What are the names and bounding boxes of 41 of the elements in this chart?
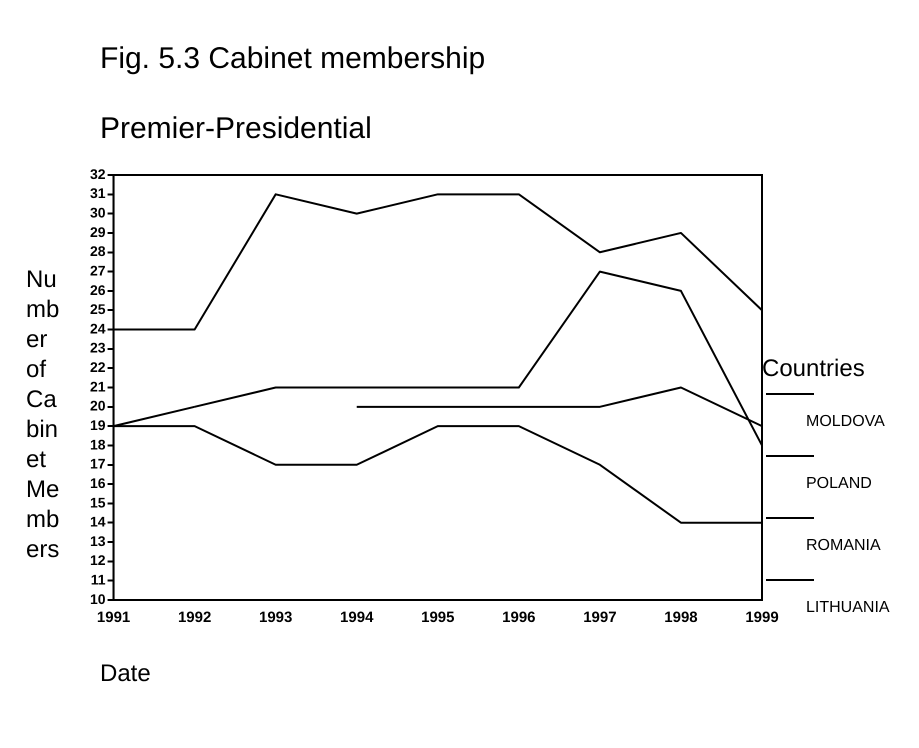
y-tick-label: 24 (90, 320, 106, 336)
y-tick-label: 18 (90, 436, 106, 452)
legend-label: LITHUANIA (806, 599, 890, 617)
y-tick-label: 11 (90, 572, 106, 588)
x-tick-label: 1991 (96, 609, 130, 626)
y-tick-label: 19 (90, 416, 106, 433)
legend-label: ROMANIA (806, 537, 881, 555)
x-tick-label: 1996 (502, 609, 536, 626)
y-tick-label: 26 (90, 282, 106, 298)
legend-label: MOLDOVA (806, 413, 885, 431)
y-tick-label: 25 (90, 301, 106, 318)
y-tick-label: 10 (90, 590, 106, 607)
y-tick-label: 30 (90, 204, 106, 220)
y-tick-label: 20 (90, 398, 106, 414)
x-tick-label: 1992 (178, 609, 212, 626)
y-tick-label: 22 (90, 359, 106, 376)
x-tick-label: 1994 (340, 609, 374, 626)
x-tick-label: 1998 (664, 609, 698, 626)
legend-label: POLAND (806, 475, 872, 493)
y-tick-label: 29 (90, 224, 106, 240)
x-tick-label: 1995 (421, 609, 454, 626)
y-tick-label: 28 (90, 243, 106, 260)
x-axis-title: Date (100, 660, 151, 688)
chart-title: Fig. 5.3 Cabinet membership (100, 42, 486, 76)
legend-title: Countries (762, 355, 866, 383)
y-tick-label: 15 (90, 494, 106, 510)
x-tick-label: 1997 (583, 609, 617, 626)
y-tick-label: 16 (90, 474, 106, 491)
y-tick-label: 31 (90, 185, 106, 202)
x-tick-label: 1999 (745, 609, 779, 626)
y-tick-label: 14 (90, 514, 106, 530)
y-tick-label: 17 (90, 456, 106, 472)
y-tick-label: 27 (90, 262, 106, 278)
y-tick-label: 23 (90, 340, 106, 356)
y-tick-label: 32 (90, 166, 106, 182)
y-tick-label: 13 (90, 532, 106, 549)
y-tick-label: 21 (90, 378, 106, 394)
y-tick-label: 12 (90, 552, 106, 568)
chart-subtitle: Premier-Presidential (100, 112, 372, 146)
x-tick-label: 1993 (258, 609, 292, 626)
text: Number of Cabinet Members (26, 266, 60, 563)
